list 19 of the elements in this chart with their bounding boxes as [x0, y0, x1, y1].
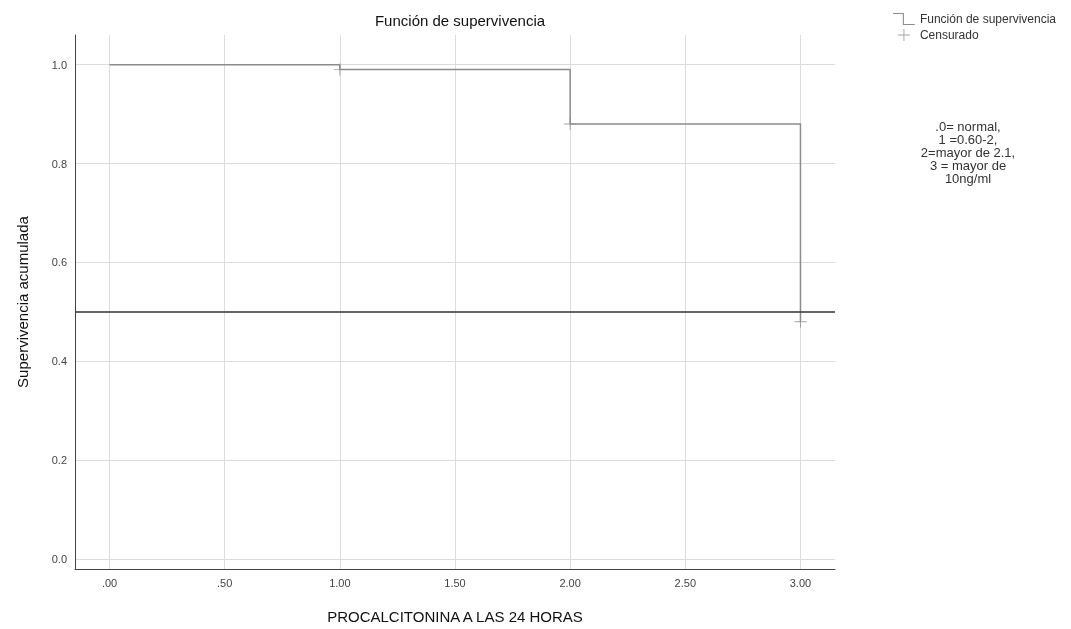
x-tick-label: 2.00: [559, 576, 581, 589]
x-tick-label: 1.50: [444, 576, 466, 589]
x-tick-label: .00: [101, 576, 118, 589]
x-tick-label: 1.00: [329, 576, 351, 589]
y-tick-label: 0.0: [51, 553, 67, 566]
x-axis-title: PROCALCITONINA A LAS 24 HORAS: [327, 608, 583, 625]
y-tick-label: 1.0: [51, 58, 67, 71]
text: .0= normal, 1 =0.60-2, 2=mayor de 2.1, 3 = mayor de 10ng/ml: [920, 119, 1016, 186]
y-tick-label: 0.6: [51, 256, 67, 269]
y-tick-label: 0.4: [51, 355, 67, 368]
y-tick-label: 0.2: [51, 454, 67, 467]
x-tick-label: .50: [217, 576, 233, 589]
x-tick-label: 2.50: [674, 576, 697, 589]
chart-title: Función de supervivencia: [374, 12, 546, 29]
legend-label: Función de supervivencia: [919, 12, 1057, 26]
y-axis-title: Supervivencia acumulada: [14, 215, 31, 388]
y-tick-label: 0.8: [51, 157, 67, 170]
x-tick-label: 3.00: [789, 576, 812, 589]
legend-label: Censurado: [919, 28, 979, 42]
